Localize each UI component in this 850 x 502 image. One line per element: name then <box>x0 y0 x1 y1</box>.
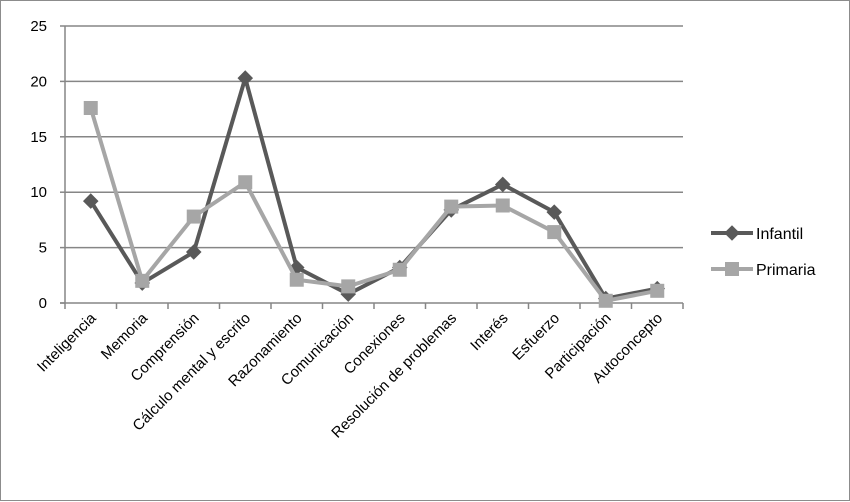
diamond-marker-icon[interactable] <box>82 193 99 209</box>
legend-item-primaria[interactable]: Primaria <box>711 262 816 279</box>
square-marker-icon <box>725 262 739 276</box>
diamond-marker-icon <box>724 225 740 241</box>
diamond-marker-icon[interactable] <box>237 70 254 86</box>
legend-item-infantil[interactable]: Infantil <box>711 225 803 243</box>
series-infantil <box>82 70 666 307</box>
y-tick-label: 25 <box>30 18 47 35</box>
x-category-label: Esfuerzo <box>509 310 563 364</box>
square-marker-icon[interactable] <box>341 279 356 294</box>
x-category-label: Interés <box>467 310 511 354</box>
y-tick-label: 15 <box>30 129 47 146</box>
legend-label-infantil: Infantil <box>756 226 803 243</box>
square-marker-icon[interactable] <box>135 273 150 288</box>
square-marker-icon[interactable] <box>650 283 665 298</box>
y-tick-label: 10 <box>30 184 47 201</box>
x-category-label: Inteligencia <box>34 309 100 375</box>
y-tick-label: 5 <box>39 240 47 257</box>
series-line <box>89 70 658 301</box>
square-marker-icon[interactable] <box>444 199 459 214</box>
series-line <box>88 107 658 303</box>
square-marker-icon[interactable] <box>238 175 253 190</box>
x-category-label: Memoria <box>98 309 152 363</box>
diamond-marker-icon[interactable] <box>185 244 202 260</box>
square-marker-icon[interactable] <box>289 272 304 287</box>
square-marker-icon[interactable] <box>495 198 510 213</box>
y-axis: 0 5 10 15 20 25 <box>30 18 66 312</box>
square-marker-icon[interactable] <box>186 209 201 224</box>
diamond-marker-icon[interactable] <box>494 176 511 193</box>
series-primaria <box>83 100 665 308</box>
y-tick-label: 20 <box>30 73 47 90</box>
legend-label-primaria: Primaria <box>756 262 816 279</box>
gridlines <box>65 25 683 249</box>
diamond-marker-icon[interactable] <box>546 204 563 220</box>
square-marker-icon[interactable] <box>598 293 613 308</box>
square-marker-icon[interactable] <box>547 225 562 240</box>
legend: Infantil Primaria <box>711 225 816 279</box>
y-tick-label: 0 <box>39 295 47 312</box>
square-marker-icon[interactable] <box>83 100 98 115</box>
square-marker-icon[interactable] <box>392 262 407 277</box>
data-series <box>82 70 666 308</box>
